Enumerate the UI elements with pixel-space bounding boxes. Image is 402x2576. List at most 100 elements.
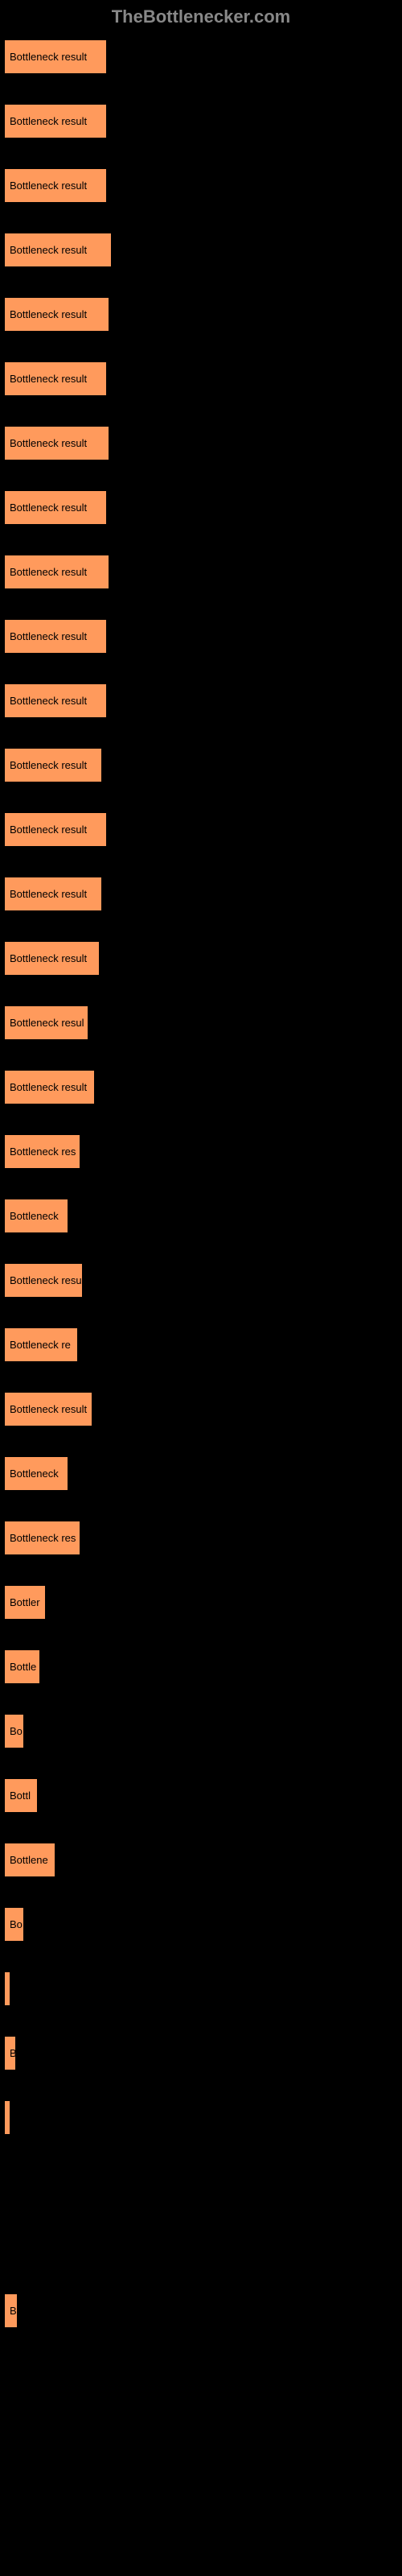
bar-row: Bo — [4, 1714, 398, 1748]
bar-row — [4, 2229, 398, 2264]
bottleneck-bar-chart: Bottleneck result Bottleneck result Bottle… — [0, 39, 402, 2374]
bar: Bottleneck result — [4, 941, 100, 976]
bar: Bottle — [4, 1649, 40, 1684]
bar: Bottleneck result — [4, 683, 107, 718]
bar-row: Bottle — [4, 1649, 398, 1684]
bar-label: Bottleneck result — [10, 566, 87, 578]
bar-row: Bottleneck result — [4, 812, 398, 847]
bar-label: Bottleneck result — [10, 1081, 87, 1093]
bar-label: Bottleneck result — [10, 502, 87, 514]
bar: Bottleneck resul — [4, 1005, 88, 1040]
bar: Bottleneck result — [4, 1392, 92, 1426]
bar-label: Bottl — [10, 1790, 31, 1802]
bar-label: Bottleneck result — [10, 308, 87, 320]
bar-label: Bottleneck result — [10, 437, 87, 449]
bar-row: Bottleneck result — [4, 233, 398, 267]
bar-row: Bottleneck result — [4, 941, 398, 976]
bar-row: Bottleneck result — [4, 619, 398, 654]
bar-label: Bottleneck result — [10, 244, 87, 256]
bar: Bottleneck — [4, 1456, 68, 1491]
bar: Bo — [4, 1907, 24, 1942]
bar-row: Bottleneck — [4, 1199, 398, 1233]
bar-label: Bottleneck result — [10, 824, 87, 836]
bar-label: Bottleneck re — [10, 1339, 71, 1351]
bar: Bottleneck resu — [4, 1263, 83, 1298]
bar — [4, 2100, 10, 2135]
bar-label: Bottleneck result — [10, 373, 87, 385]
bar: Bottleneck result — [4, 490, 107, 525]
bar-row: Bottleneck result — [4, 426, 398, 460]
bar: Bottleneck res — [4, 1134, 80, 1169]
bar: Bottleneck res — [4, 1521, 80, 1555]
bar: Bottleneck — [4, 1199, 68, 1233]
bar: Bottleneck result — [4, 748, 102, 782]
bar: Bo — [4, 1714, 24, 1748]
bar-row: Bottlene — [4, 1843, 398, 1877]
bar-row: Bottleneck result — [4, 683, 398, 718]
bar-label: Bottleneck result — [10, 952, 87, 964]
bar-label: Bottleneck res — [10, 1146, 76, 1158]
bar: B — [4, 2293, 18, 2328]
bar-row: Bottler — [4, 1585, 398, 1620]
bar-row: Bottleneck — [4, 1456, 398, 1491]
bar-label: B — [10, 2305, 17, 2317]
bar-label: Bottleneck result — [10, 180, 87, 192]
bar-row: Bottl — [4, 1778, 398, 1813]
bar-row: Bottleneck result — [4, 877, 398, 911]
bar-label: Bottleneck — [10, 1468, 59, 1480]
bar-label: Bottleneck resul — [10, 1017, 84, 1029]
bar-row: Bottleneck res — [4, 1134, 398, 1169]
bar: Bottleneck result — [4, 619, 107, 654]
bar-label: Bottleneck result — [10, 888, 87, 900]
bar-row: Bottleneck result — [4, 297, 398, 332]
bar: Bottleneck result — [4, 426, 109, 460]
bar-label: Bo — [10, 1725, 23, 1737]
bar: Bottleneck result — [4, 233, 112, 267]
bar-label: Bottleneck resu — [10, 1274, 82, 1286]
bar-label: Bottler — [10, 1596, 40, 1608]
bar-label: Bottleneck result — [10, 115, 87, 127]
bar-row: B — [4, 2036, 398, 2070]
bar: Bottleneck result — [4, 104, 107, 138]
bar: B — [4, 2036, 16, 2070]
bar: Bottleneck result — [4, 168, 107, 203]
bar-row: Bo — [4, 1907, 398, 1942]
bar — [4, 1971, 10, 2006]
bar-row: Bottleneck result — [4, 168, 398, 203]
bar-label: Bottleneck — [10, 1210, 59, 1222]
bar-row: Bottleneck result — [4, 104, 398, 138]
bar-row: Bottleneck result — [4, 1392, 398, 1426]
bar-row: Bottleneck resu — [4, 1263, 398, 1298]
bar: Bottl — [4, 1778, 38, 1813]
bar: Bottleneck result — [4, 877, 102, 911]
bar-row: Bottleneck re — [4, 1327, 398, 1362]
bar-row — [4, 2165, 398, 2199]
bar-row — [4, 2100, 398, 2135]
bar-row: Bottleneck result — [4, 39, 398, 74]
bar-label: B — [10, 2047, 16, 2059]
bar-row: Bottleneck result — [4, 1070, 398, 1104]
bar-row: Bottleneck result — [4, 490, 398, 525]
bar-label: Bottleneck result — [10, 630, 87, 642]
bar-row — [4, 1971, 398, 2006]
bar-row: Bottleneck result — [4, 361, 398, 396]
site-header: TheBottlenecker.com — [0, 0, 402, 39]
bar-row: B — [4, 2293, 398, 2328]
bar-label: Bottleneck result — [10, 759, 87, 771]
bar-label: Bottleneck result — [10, 51, 87, 63]
bar-label: Bottlene — [10, 1854, 48, 1866]
bar-row: Bottleneck result — [4, 748, 398, 782]
bar: Bottleneck result — [4, 555, 109, 589]
bar: Bottler — [4, 1585, 46, 1620]
bar-label: Bottleneck res — [10, 1532, 76, 1544]
bar: Bottleneck result — [4, 39, 107, 74]
bar-label: Bottle — [10, 1661, 36, 1673]
bar-label: Bo — [10, 1918, 23, 1930]
bar-row: Bottleneck res — [4, 1521, 398, 1555]
bar: Bottleneck result — [4, 1070, 95, 1104]
bar-label: Bottleneck result — [10, 1403, 87, 1415]
bar: Bottleneck result — [4, 361, 107, 396]
bar: Bottleneck re — [4, 1327, 78, 1362]
bar-row: Bottleneck result — [4, 555, 398, 589]
bar-label: Bottleneck result — [10, 695, 87, 707]
